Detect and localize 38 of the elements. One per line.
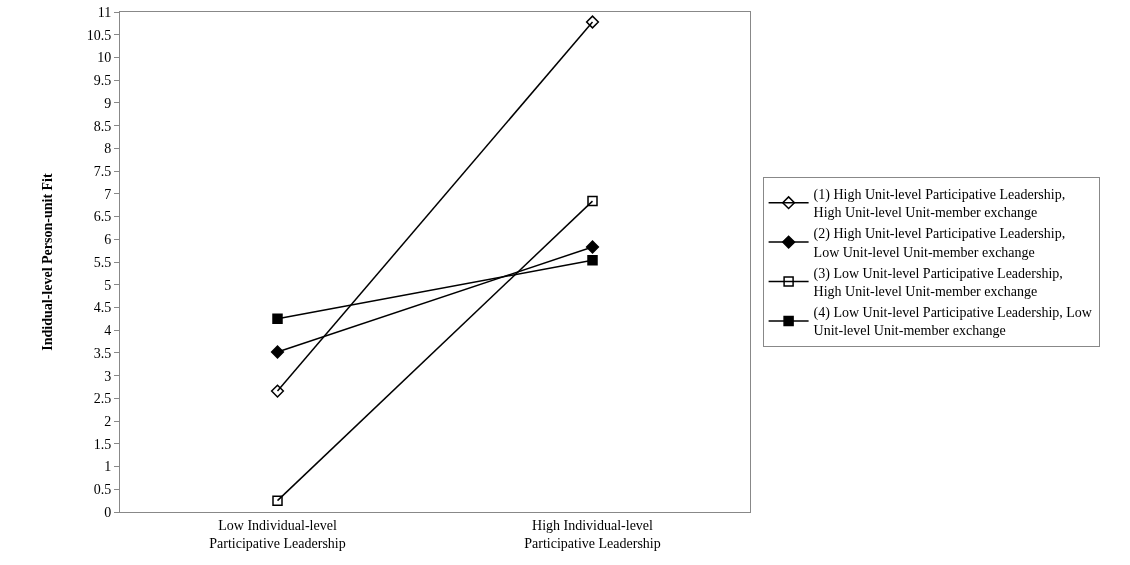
- legend-label: (3) Low Unit-level Participative Leadership, High Unit-level Unit-member exchange: [813, 265, 1063, 300]
- y-tick-label: 1: [104, 459, 112, 475]
- legend-label: (1) High Unit-level Participative Leadership, High Unit-level Unit-member exchange: [813, 187, 1066, 221]
- legend-label: (4) Low Unit-level Participative Leadership, Low Unit-level Unit-member exchange: [813, 305, 1093, 339]
- y-tick-label: 6.5: [93, 209, 112, 225]
- point: [270, 345, 285, 359]
- x-tick-label: High Individual-level Participative Leadership: [524, 517, 661, 551]
- y-axis-title: Indidual-level Person-unit Fit: [40, 173, 56, 351]
- point: [585, 15, 600, 29]
- y-tick-label: 3.5: [93, 345, 112, 361]
- point: [585, 240, 600, 254]
- y-tick-label: 4: [104, 323, 112, 339]
- y-tick-label: 6: [104, 232, 112, 248]
- y-tick-label: 2.5: [93, 391, 112, 407]
- point: [272, 313, 283, 325]
- y-tick-label: 11: [97, 4, 112, 20]
- y-tick-label: 8.5: [93, 118, 112, 134]
- point: [587, 195, 598, 207]
- legend-label: (2) High Unit-level Participative Leadership, Low Unit-level Unit-member exchange: [813, 226, 1066, 260]
- y-tick-label: 7.5: [93, 163, 112, 179]
- y-tick-label: 7: [104, 186, 112, 202]
- y-tick-label: 3: [104, 368, 112, 384]
- y-tick-label: 0.5: [93, 482, 112, 498]
- y-tick-label: 0: [104, 504, 112, 520]
- y-tick-label: 4.5: [93, 300, 112, 316]
- y-tick-label: 2: [104, 413, 112, 429]
- y-tick-label: 5: [104, 277, 112, 293]
- point: [587, 254, 598, 266]
- point: [272, 495, 283, 506]
- y-tick-label: 8: [104, 141, 112, 157]
- point: [270, 384, 285, 398]
- y-tick-label: 10.5: [86, 27, 112, 43]
- y-tick-label: 1.5: [93, 436, 112, 452]
- y-tick-label: 9: [104, 95, 112, 111]
- x-tick-label: Low Individual-level Participative Leadership: [209, 517, 346, 551]
- y-tick-label: 9.5: [93, 73, 112, 89]
- y-tick-label: 10: [97, 50, 112, 66]
- y-tick-label: 5.5: [93, 254, 112, 270]
